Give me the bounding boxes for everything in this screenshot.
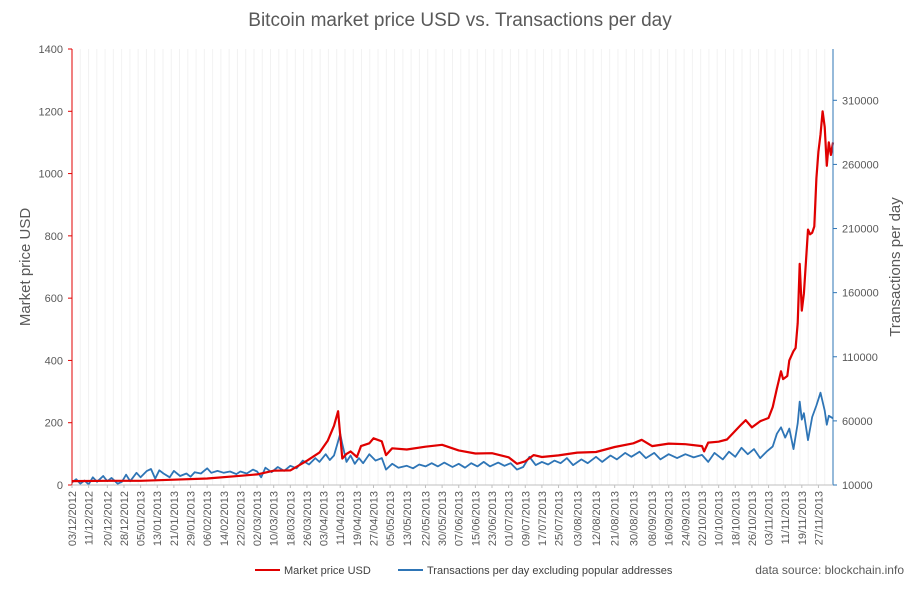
- x-tick-label: 03/04/2013: [319, 491, 331, 546]
- right-tick-label: 260000: [842, 159, 879, 171]
- x-tick-label: 21/08/2013: [610, 491, 622, 546]
- x-tick-label: 23/06/2013: [487, 491, 499, 546]
- right-tick-label: 310000: [842, 95, 879, 107]
- left-tick-label: 200: [45, 418, 63, 430]
- right-tick-label: 10000: [842, 480, 873, 492]
- x-tick-label: 03/12/2012: [67, 491, 79, 546]
- right-tick-label: 160000: [842, 288, 879, 300]
- series-lines: [71, 110, 835, 486]
- left-axis-ticks: 0 200 400 600 800 1000 1200 1400: [39, 44, 72, 492]
- x-axis-ticks: 03/12/2012 11/12/2012 20/12/2012 28/12/2012…: [67, 485, 825, 546]
- x-tick-label: 02/10/2013: [697, 491, 709, 546]
- x-tick-label: 06/02/2013: [202, 491, 214, 546]
- x-tick-label: 01/07/2013: [504, 491, 516, 546]
- right-tick-label: 210000: [842, 224, 879, 236]
- left-tick-label: 1400: [39, 44, 63, 56]
- x-tick-label: 03/08/2013: [572, 491, 584, 546]
- x-tick-label: 15/06/2013: [470, 491, 482, 546]
- left-tick-label: 600: [45, 293, 63, 305]
- left-tick-label: 1200: [39, 106, 63, 118]
- x-tick-label: 20/12/2012: [102, 491, 114, 546]
- x-tick-label: 08/09/2013: [647, 491, 659, 546]
- price-line: [71, 110, 835, 483]
- x-tick-label: 13/05/2013: [402, 491, 414, 546]
- x-tick-label: 28/12/2012: [119, 491, 131, 546]
- x-tick-label: 25/07/2013: [554, 491, 566, 546]
- x-tick-label: 27/11/2013: [813, 491, 825, 545]
- x-tick-label: 13/01/2013: [152, 491, 164, 546]
- x-tick-label: 27/04/2013: [368, 491, 380, 546]
- x-tick-label: 14/02/2013: [219, 491, 231, 546]
- chart-title: Bitcoin market price USD vs. Transaction…: [248, 10, 672, 31]
- right-tick-label: 60000: [842, 416, 873, 428]
- left-tick-label: 400: [45, 355, 63, 367]
- right-axis-ticks: 10000 60000 110000 160000 210000 260000 310000: [833, 95, 879, 492]
- x-tick-label: 03/11/2013: [764, 491, 776, 545]
- x-tick-label: 30/08/2013: [628, 491, 640, 546]
- legend-label-transactions: Transactions per day excluding popular a…: [427, 565, 673, 577]
- x-tick-label: 02/03/2013: [252, 491, 264, 546]
- right-axis-title: Transactions per day: [887, 197, 904, 337]
- x-tick-label: 18/10/2013: [730, 491, 742, 546]
- data-source: data source: blockchain.info: [755, 563, 904, 577]
- left-tick-label: 800: [45, 231, 63, 243]
- x-tick-label: 10/10/2013: [714, 491, 726, 546]
- x-tick-label: 05/05/2013: [385, 491, 397, 546]
- x-tick-label: 16/09/2013: [664, 491, 676, 546]
- vertical-gridlines: [79, 49, 826, 485]
- x-tick-label: 05/01/2013: [136, 491, 148, 546]
- x-tick-label: 11/04/2013: [335, 491, 347, 545]
- left-axis-title: Market price USD: [17, 208, 34, 327]
- x-tick-label: 24/09/2013: [680, 491, 692, 546]
- x-tick-label: 21/01/2013: [169, 491, 181, 546]
- x-tick-label: 29/01/2013: [186, 491, 198, 546]
- transactions-line: [71, 391, 834, 486]
- x-tick-label: 26/03/2013: [302, 491, 314, 546]
- x-tick-label: 30/05/2013: [437, 491, 449, 546]
- x-tick-label: 07/06/2013: [454, 491, 466, 546]
- left-tick-label: 1000: [39, 169, 63, 181]
- x-tick-label: 11/12/2012: [84, 491, 96, 545]
- x-tick-label: 09/07/2013: [520, 491, 532, 546]
- x-tick-label: 12/08/2013: [591, 491, 603, 546]
- left-tick-label: 0: [57, 480, 63, 492]
- x-tick-label: 22/05/2013: [420, 491, 432, 546]
- x-tick-label: 22/02/2013: [235, 491, 247, 546]
- x-tick-label: 17/07/2013: [537, 491, 549, 546]
- x-tick-label: 18/03/2013: [285, 491, 297, 546]
- legend-label-price: Market price USD: [284, 565, 371, 577]
- x-tick-label: 26/10/2013: [747, 491, 759, 546]
- x-tick-label: 10/03/2013: [269, 491, 281, 546]
- legend: Market price USD Transactions per day ex…: [255, 565, 673, 577]
- right-tick-label: 110000: [842, 352, 878, 364]
- x-tick-label: 11/11/2013: [780, 491, 792, 544]
- x-tick-label: 19/04/2013: [352, 491, 364, 546]
- x-tick-label: 19/11/2013: [797, 491, 809, 545]
